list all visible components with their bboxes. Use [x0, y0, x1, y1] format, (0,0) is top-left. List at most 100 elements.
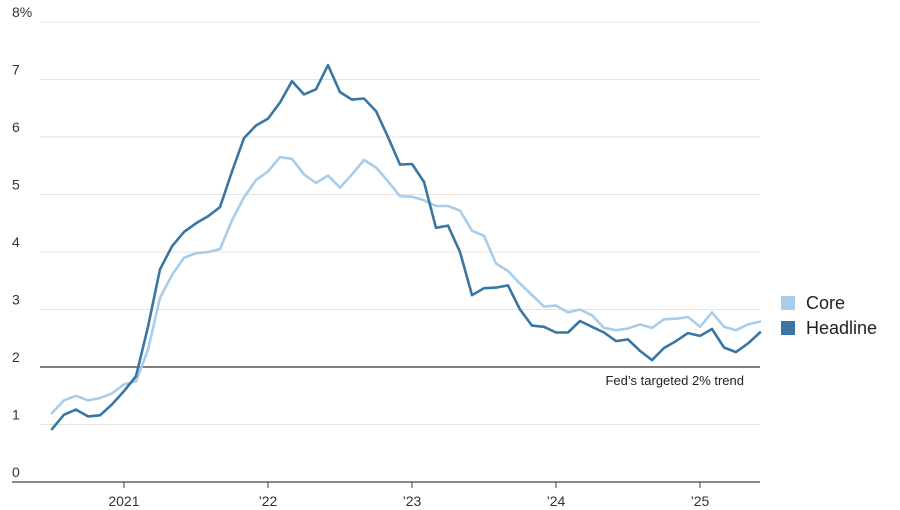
data-point: [734, 351, 738, 354]
y-tick-label: 4: [12, 234, 20, 250]
x-tick-label: ’24: [547, 493, 566, 509]
data-point: [530, 294, 534, 297]
data-point: [482, 287, 486, 290]
data-point: [470, 294, 474, 297]
data-point: [302, 93, 306, 96]
data-point: [410, 162, 414, 166]
data-point: [254, 179, 258, 182]
data-point: [722, 346, 726, 349]
data-point: [242, 196, 246, 199]
data-point: [146, 348, 150, 351]
data-point: [626, 338, 630, 341]
data-point: [638, 349, 642, 352]
data-point: [614, 329, 618, 332]
data-point: [542, 305, 546, 308]
data-point: [386, 180, 390, 183]
data-point: [494, 262, 498, 265]
data-point: [614, 340, 618, 343]
data-point: [602, 331, 606, 334]
data-point: [566, 331, 570, 334]
data-point: [302, 173, 306, 176]
data-point: [86, 415, 90, 418]
data-point: [62, 399, 66, 402]
data-point: [554, 331, 558, 334]
y-tick-label: 1: [12, 407, 20, 423]
data-point: [734, 329, 738, 332]
data-point: [458, 250, 462, 254]
data-point: [422, 199, 426, 202]
data-point: [518, 308, 522, 311]
data-point: [218, 248, 222, 251]
data-point: [50, 411, 54, 415]
data-point: [542, 325, 546, 328]
data-point: [422, 180, 426, 183]
data-point: [686, 332, 690, 335]
data-point: [398, 195, 402, 198]
data-point: [242, 137, 246, 140]
fed-target-annotation: Fed’s targeted 2% trend: [605, 373, 744, 388]
data-point: [110, 403, 114, 406]
data-point: [314, 181, 318, 185]
y-tick-label: 6: [12, 119, 20, 135]
data-point: [182, 256, 186, 259]
data-point: [206, 250, 210, 254]
data-point: [206, 215, 210, 218]
data-point: [338, 91, 342, 94]
data-point: [362, 97, 366, 100]
data-point: [74, 408, 78, 411]
data-point: [134, 375, 138, 378]
data-point: [662, 346, 666, 350]
series-points-headline: [50, 64, 762, 431]
data-point: [122, 390, 126, 393]
data-point: [326, 174, 330, 177]
data-point: [698, 325, 702, 328]
data-point: [98, 414, 102, 417]
y-tick-label: 8%: [12, 4, 32, 20]
data-point: [710, 311, 714, 314]
data-point: [470, 229, 474, 232]
data-point: [434, 226, 438, 229]
y-tick-label: 7: [12, 62, 20, 78]
data-point: [50, 428, 54, 431]
data-point: [446, 224, 450, 227]
data-point: [446, 204, 450, 208]
data-point: [194, 222, 198, 225]
data-point: [182, 230, 186, 233]
data-point: [458, 209, 462, 212]
data-point: [494, 286, 498, 289]
data-point: [602, 326, 606, 329]
data-point: [266, 170, 270, 173]
series-points-core: [50, 156, 762, 415]
series-lines: [50, 63, 762, 431]
data-point: [170, 273, 174, 277]
data-point: [74, 394, 78, 397]
data-point: [350, 173, 354, 176]
series-line-core: [50, 155, 762, 415]
data-point: [758, 331, 762, 334]
data-point: [626, 327, 630, 330]
data-point: [650, 359, 654, 362]
data-point: [290, 157, 294, 160]
data-point: [86, 399, 90, 402]
chart-legend: Core Headline: [781, 293, 877, 338]
data-point: [194, 252, 198, 255]
data-point: [122, 383, 126, 386]
data-point: [746, 323, 750, 326]
data-point: [350, 98, 354, 101]
data-point: [530, 324, 534, 327]
data-point: [434, 204, 438, 208]
data-point: [326, 64, 330, 67]
data-point: [314, 88, 318, 91]
data-point: [674, 317, 678, 320]
data-point: [746, 342, 750, 345]
data-point: [578, 308, 582, 311]
x-tick-label: ’22: [259, 493, 278, 509]
x-axis-ticks: 2021 ’22 ’23 ’24 ’25: [108, 482, 710, 509]
data-point: [266, 117, 270, 120]
y-axis-tick-labels: 0 1 2 3 4 5 6 7 8%: [12, 4, 32, 480]
data-point: [290, 80, 294, 83]
data-point: [758, 320, 762, 323]
data-point: [398, 163, 402, 166]
data-point: [590, 325, 594, 328]
data-point: [146, 325, 150, 328]
